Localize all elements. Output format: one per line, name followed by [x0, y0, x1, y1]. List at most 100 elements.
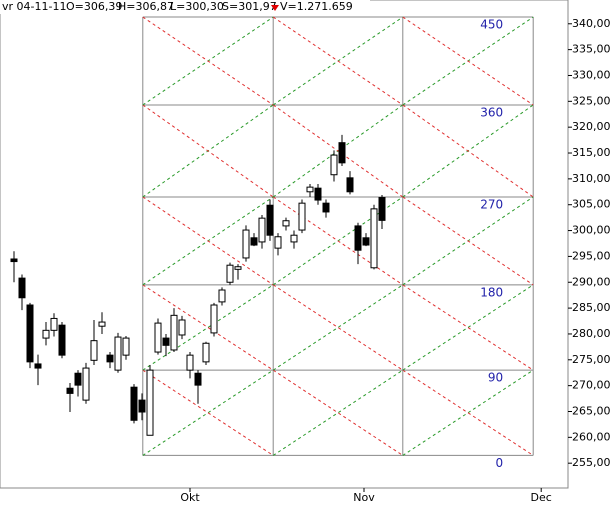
candle-body [242, 229, 250, 259]
y-tick-label: 275,00 [572, 353, 611, 366]
candle-body [26, 304, 34, 363]
header-bg [0, 0, 370, 14]
candle-body [138, 399, 146, 413]
gann-level-label: 450 [480, 18, 503, 32]
gann-down-diagonal [402, 284, 534, 371]
volume-arrow [271, 5, 279, 11]
gann-up-diagonal [402, 369, 534, 456]
candle-body [186, 354, 194, 371]
candle-body [194, 372, 202, 386]
candle-body [346, 177, 354, 193]
gann-down-diagonal [142, 104, 274, 198]
candle-body [290, 234, 298, 243]
y-tick-label: 265,00 [572, 404, 611, 417]
gann-down-diagonal [272, 284, 404, 371]
candle-body [202, 342, 210, 363]
header-date: vr 04-11-11 [2, 0, 66, 13]
gann-down-diagonal [142, 196, 274, 286]
candle-body [274, 236, 282, 249]
candle-body [370, 208, 378, 269]
gann-up-diagonal [142, 369, 274, 456]
candle-body [322, 202, 330, 213]
gann-up-diagonal [402, 284, 534, 371]
header-volume: V=1.271.659 [280, 0, 353, 13]
y-tick-label: 305,00 [572, 198, 611, 211]
gann-down-diagonal [272, 196, 404, 286]
gann-level-label: 90 [488, 371, 503, 385]
candle-body [298, 202, 306, 231]
gann-up-diagonal [142, 284, 274, 371]
y-tick-label: 270,00 [572, 379, 611, 392]
candle-body [306, 186, 314, 193]
candle-body [10, 258, 18, 263]
y-tick-label: 325,00 [572, 94, 611, 107]
candle-body [98, 321, 106, 327]
plot: 0 90 180 270 360 450 [10, 16, 534, 470]
x-tick-label: Dec [531, 491, 552, 504]
gann-down-diagonal [142, 16, 274, 106]
candle-body [266, 204, 274, 236]
candle-body [250, 237, 258, 246]
y-tick-label: 300,00 [572, 224, 611, 237]
x-tick-label: Nov [353, 491, 375, 504]
candle-body [258, 217, 266, 243]
candle-body [378, 197, 386, 221]
candle-body [122, 337, 130, 356]
y-tick-label: 260,00 [572, 430, 611, 443]
y-tick-label: 330,00 [572, 68, 611, 81]
gann-up-diagonal [272, 284, 404, 371]
gann-up-diagonal [272, 369, 404, 456]
candle-body [170, 314, 178, 351]
candle-body [82, 367, 90, 401]
candle-body [106, 354, 114, 363]
gann-down-diagonal [272, 369, 404, 456]
y-tick-label: 295,00 [572, 249, 611, 262]
gann-down-diagonal [402, 16, 534, 106]
header-low: L=300,30 [170, 0, 224, 13]
candle-body [58, 324, 66, 356]
gann-level-label: 270 [480, 197, 503, 211]
candle-body [226, 264, 234, 283]
gann-level-label: 180 [480, 285, 503, 299]
y-tick-label: 290,00 [572, 275, 611, 288]
candle-body [162, 337, 170, 346]
gann-level-label: 0 [496, 456, 504, 470]
plot-frame [0, 0, 569, 489]
candle-body [90, 340, 98, 361]
candle-body [50, 317, 58, 331]
y-tick-label: 320,00 [572, 120, 611, 133]
candle-body [66, 387, 74, 394]
y-tick-label: 335,00 [572, 43, 611, 56]
gann-down-diagonal [142, 369, 274, 456]
x-tick-label: Okt [180, 491, 200, 504]
gann-down-diagonal [402, 369, 534, 456]
gann-down-diagonal [402, 104, 534, 198]
header-open: O=306,39 [66, 0, 122, 13]
gann-down-diagonal [272, 16, 404, 106]
y-tick-label: 310,00 [572, 172, 611, 185]
candle-body [42, 329, 50, 339]
candle-body [114, 336, 122, 371]
header-high: H=306,87 [118, 0, 174, 13]
candle-body [146, 369, 154, 436]
candle-body [314, 187, 322, 201]
candle-body [234, 266, 242, 270]
candle-body [178, 319, 186, 336]
candle-body [362, 237, 370, 246]
y-tick-label: 340,00 [572, 17, 611, 30]
candle-body [74, 372, 82, 386]
candle-body [154, 322, 162, 353]
candle-body [34, 363, 42, 369]
y-tick-label: 255,00 [572, 456, 611, 469]
candle-body [18, 277, 26, 299]
y-tick-label: 280,00 [572, 327, 611, 340]
candle-body [354, 225, 362, 251]
candle-body [218, 289, 226, 303]
candle-body [330, 154, 338, 176]
y-tick-label: 285,00 [572, 301, 611, 314]
candle-body [282, 220, 290, 227]
gann-level-label: 360 [480, 105, 503, 119]
y-tick-label: 315,00 [572, 146, 611, 159]
gann-down-diagonal [272, 104, 404, 198]
gann-down-diagonal [142, 284, 274, 371]
